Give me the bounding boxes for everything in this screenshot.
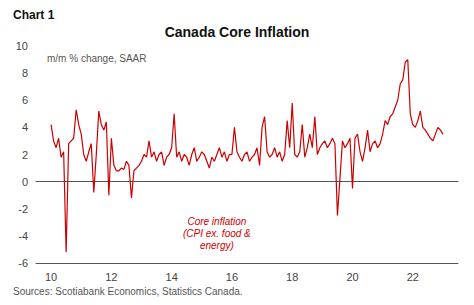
svg-text:Core inflation: Core inflation [187, 216, 246, 227]
svg-text:Sources: Scotiabank Economics,: Sources: Scotiabank Economics, Statistic… [13, 286, 243, 297]
svg-text:-6: -6 [18, 257, 28, 269]
svg-text:0: 0 [22, 176, 28, 188]
svg-text:4: 4 [22, 121, 28, 133]
svg-text:(CPI ex. food &: (CPI ex. food & [183, 228, 251, 239]
svg-text:20: 20 [346, 271, 358, 283]
svg-text:m/m % change, SAAR: m/m % change, SAAR [47, 53, 146, 64]
svg-text:18: 18 [286, 271, 298, 283]
svg-text:14: 14 [166, 271, 178, 283]
svg-text:8: 8 [22, 67, 28, 79]
svg-text:-2: -2 [18, 203, 28, 215]
svg-text:12: 12 [105, 271, 117, 283]
svg-text:10: 10 [45, 271, 57, 283]
svg-text:10: 10 [16, 40, 28, 52]
svg-text:6: 6 [22, 94, 28, 106]
svg-text:16: 16 [226, 271, 238, 283]
svg-text:Canada Core Inflation: Canada Core Inflation [165, 24, 310, 40]
svg-text:2: 2 [22, 149, 28, 161]
svg-text:energy): energy) [200, 240, 234, 251]
svg-text:Chart 1: Chart 1 [13, 8, 55, 22]
svg-text:22: 22 [407, 271, 419, 283]
svg-text:-4: -4 [18, 230, 28, 242]
